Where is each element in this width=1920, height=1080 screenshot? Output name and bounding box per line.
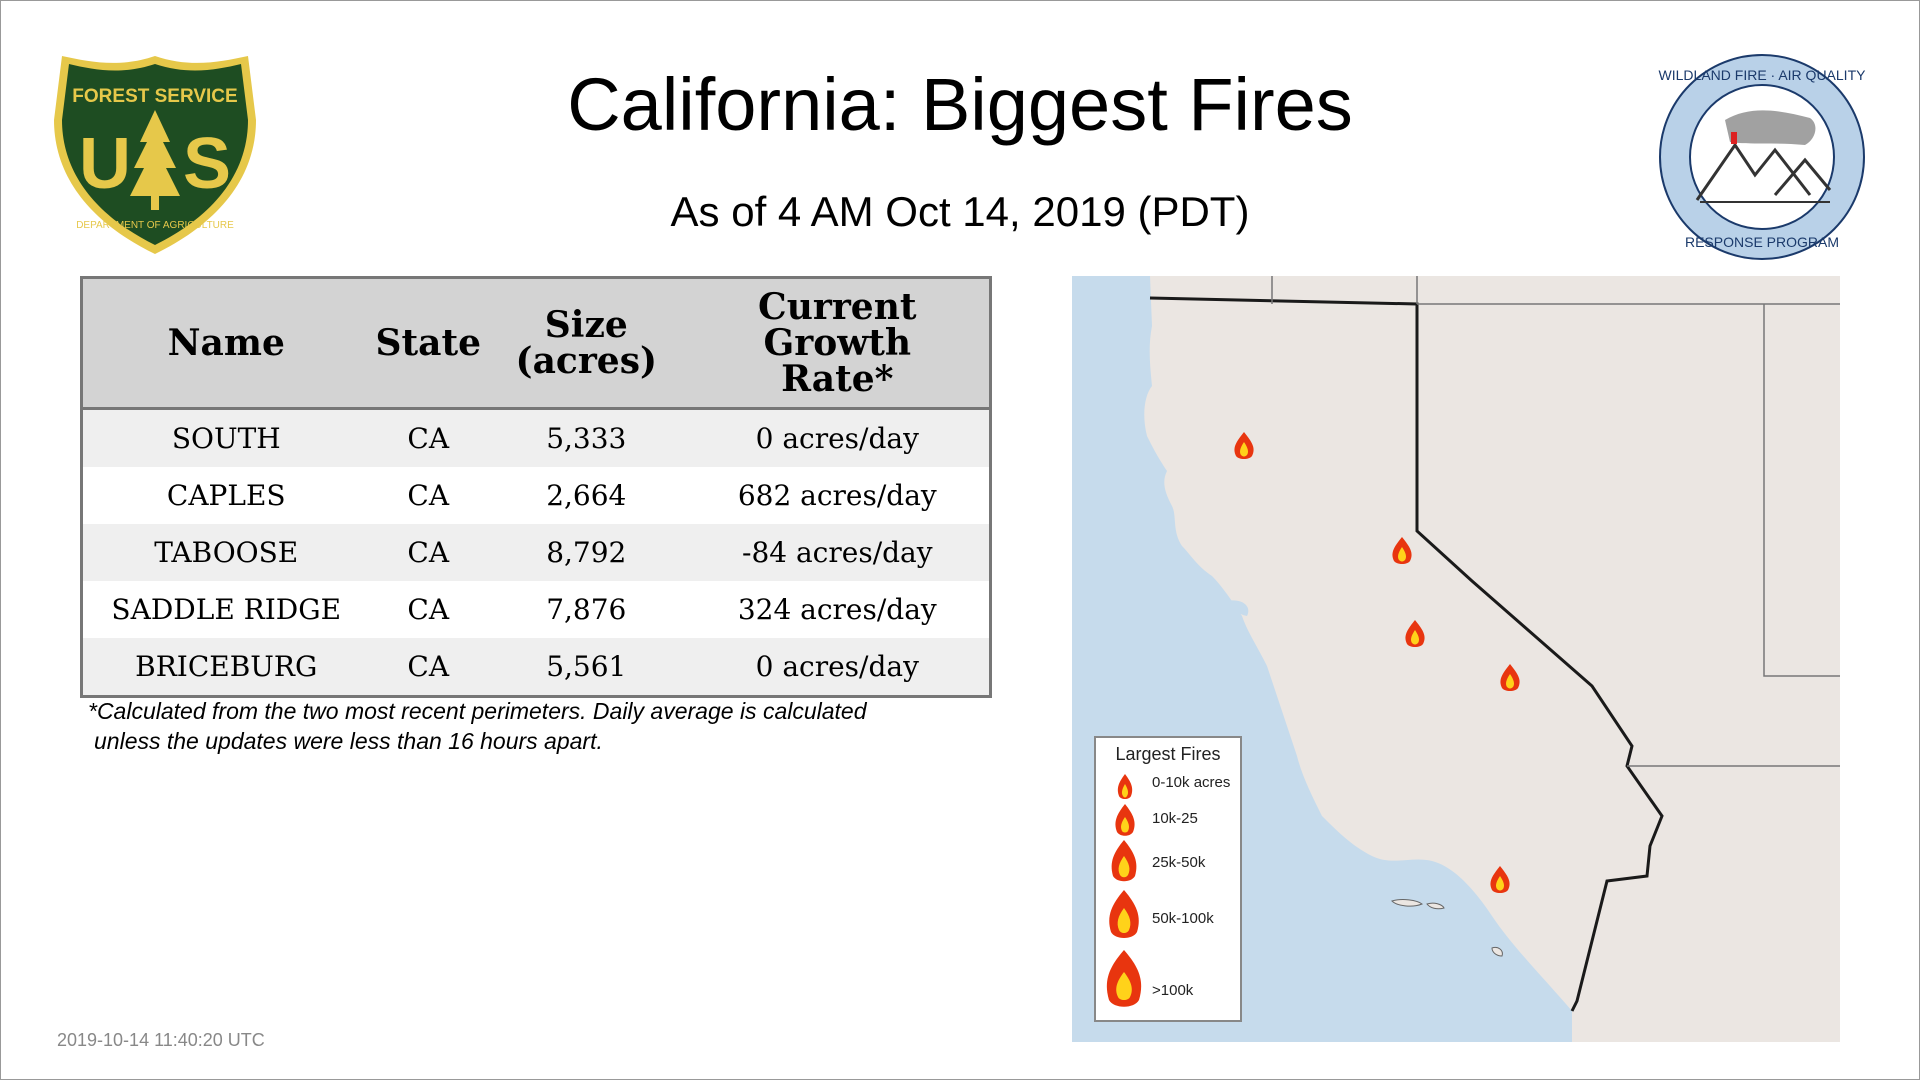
table-row: SADDLE RIDGE CA 7,876 324 acres/day	[81, 581, 991, 638]
table-row: CAPLES CA 2,664 682 acres/day	[81, 467, 991, 524]
fire-marker-3	[1405, 620, 1425, 647]
table-row: SOUTH CA 5,333 0 acres/day	[81, 408, 991, 467]
fire-marker-5	[1490, 866, 1510, 893]
legend-label: 0-10k acres	[1152, 774, 1231, 791]
fire-icon-xs	[1117, 774, 1133, 799]
svg-text:FOREST SERVICE: FOREST SERVICE	[72, 86, 237, 107]
legend-title: Largest Fires	[1115, 744, 1221, 764]
svg-text:U: U	[79, 124, 131, 204]
fire-map	[1072, 276, 1840, 1042]
table-header-row: Name State Size (acres) Current Growth R…	[81, 277, 991, 410]
fire-icon-md	[1111, 840, 1137, 882]
legend-label: 10k-25	[1152, 810, 1198, 827]
map-legend: Largest Fires 0-10k acres 10k-25 25k-50k…	[1094, 736, 1242, 1022]
fire-marker-2	[1392, 537, 1412, 564]
cell-growth: 324 acres/day	[685, 581, 991, 638]
cell-state: CA	[369, 638, 487, 697]
cell-state: CA	[369, 524, 487, 581]
footnote-line1: *Calculated from the two most recent per…	[88, 698, 867, 724]
table-row: BRICEBURG CA 5,561 0 acres/day	[81, 638, 991, 697]
legend-item: 0-10k acres	[1096, 768, 1240, 808]
timestamp: 2019-10-14 11:40:20 UTC	[57, 1030, 265, 1050]
cell-growth: 682 acres/day	[685, 467, 991, 524]
legend-label: 50k-100k	[1152, 910, 1214, 927]
cell-growth: -84 acres/day	[685, 524, 991, 581]
cell-size: 5,333	[487, 408, 686, 467]
footnote-line2: unless the updates were less than 16 hou…	[94, 728, 603, 754]
wildland-fire-logo: WILDLAND FIRE · AIR QUALITY RESPONSE PRO…	[1655, 50, 1870, 265]
cell-size: 7,876	[487, 581, 686, 638]
fire-icon-xl	[1106, 950, 1142, 1007]
header-size: Size (acres)	[487, 277, 686, 410]
header-growth-line2: Growth	[763, 322, 912, 364]
fires-table: Name State Size (acres) Current Growth R…	[80, 276, 992, 698]
cell-state: CA	[369, 467, 487, 524]
cell-growth: 0 acres/day	[685, 638, 991, 697]
cell-name: SOUTH	[81, 408, 370, 467]
header-growth-line1: Current	[758, 286, 917, 328]
legend-item: 50k-100k	[1096, 888, 1240, 938]
header-size-line1: Size	[544, 304, 628, 346]
footnote: *Calculated from the two most recent per…	[88, 696, 988, 756]
table-row: TABOOSE CA 8,792 -84 acres/day	[81, 524, 991, 581]
cell-name: CAPLES	[81, 467, 370, 524]
cell-size: 8,792	[487, 524, 686, 581]
header-state: State	[369, 277, 487, 410]
cell-name: BRICEBURG	[81, 638, 370, 697]
svg-text:WILDLAND FIRE · AIR QUALITY: WILDLAND FIRE · AIR QUALITY	[1659, 67, 1867, 83]
cell-size: 5,561	[487, 638, 686, 697]
legend-label: 25k-50k	[1152, 854, 1206, 871]
svg-text:DEPARTMENT OF AGRICULTURE: DEPARTMENT OF AGRICULTURE	[76, 220, 234, 231]
legend-item: 10k-25	[1096, 800, 1240, 840]
legend-label: >100k	[1152, 982, 1194, 999]
cell-state: CA	[369, 581, 487, 638]
header-growth: Current Growth Rate*	[685, 277, 991, 410]
cell-name: SADDLE RIDGE	[81, 581, 370, 638]
land-area	[1144, 276, 1840, 1042]
cell-name: TABOOSE	[81, 524, 370, 581]
header-name: Name	[81, 277, 370, 410]
legend-item: 25k-50k	[1096, 838, 1240, 882]
header-size-line2: (acres)	[515, 340, 657, 382]
page-title: California: Biggest Fires	[567, 63, 1353, 146]
fire-icon-lg	[1109, 890, 1139, 938]
svg-text:RESPONSE PROGRAM: RESPONSE PROGRAM	[1685, 234, 1839, 250]
cell-growth: 0 acres/day	[685, 408, 991, 467]
california-border	[1149, 296, 1664, 1012]
legend-item: >100k	[1096, 948, 1240, 1007]
fire-marker-4	[1500, 664, 1520, 691]
cell-size: 2,664	[487, 467, 686, 524]
svg-text:S: S	[183, 124, 231, 204]
fire-marker-1	[1234, 432, 1254, 459]
page-subtitle: As of 4 AM Oct 14, 2019 (PDT)	[670, 188, 1250, 235]
fire-icon-sm	[1115, 804, 1135, 836]
cell-state: CA	[369, 408, 487, 467]
header-growth-line3: Rate*	[781, 358, 894, 400]
forest-service-logo: FOREST SERVICE U S DEPARTMENT OF AGRICUL…	[50, 50, 260, 260]
